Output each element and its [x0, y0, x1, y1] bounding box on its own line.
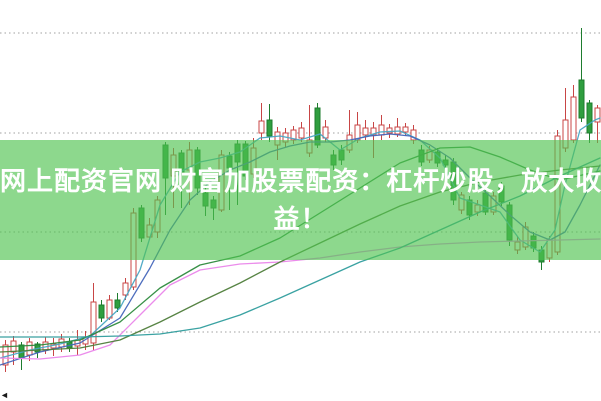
candle-body	[378, 124, 385, 136]
candle-body	[298, 127, 305, 139]
candle-body	[114, 299, 121, 309]
candle-body	[98, 304, 105, 319]
candle-body	[586, 102, 593, 134]
candle-body	[578, 79, 585, 119]
banner-headline-line2: 益！	[273, 204, 328, 234]
banner-headline-line1: 网上配资官网 财富加股票配资：杠杆炒股，放大收	[0, 166, 601, 196]
candle-body	[258, 120, 265, 134]
corner-artifact: ◄	[0, 390, 9, 400]
candle-body	[362, 127, 369, 136]
candle-body	[26, 341, 33, 356]
candle-body	[2, 344, 9, 366]
candle-body	[90, 301, 97, 344]
candle-body	[570, 96, 577, 141]
candle-body	[122, 282, 129, 296]
candle-body	[266, 119, 273, 137]
candle-body	[594, 107, 601, 123]
promo-banner-overlay: 网上配资官网 财富加股票配资：杠杆炒股，放大收 益！	[0, 140, 601, 260]
candle-body	[386, 127, 393, 134]
candle-body	[402, 126, 409, 133]
